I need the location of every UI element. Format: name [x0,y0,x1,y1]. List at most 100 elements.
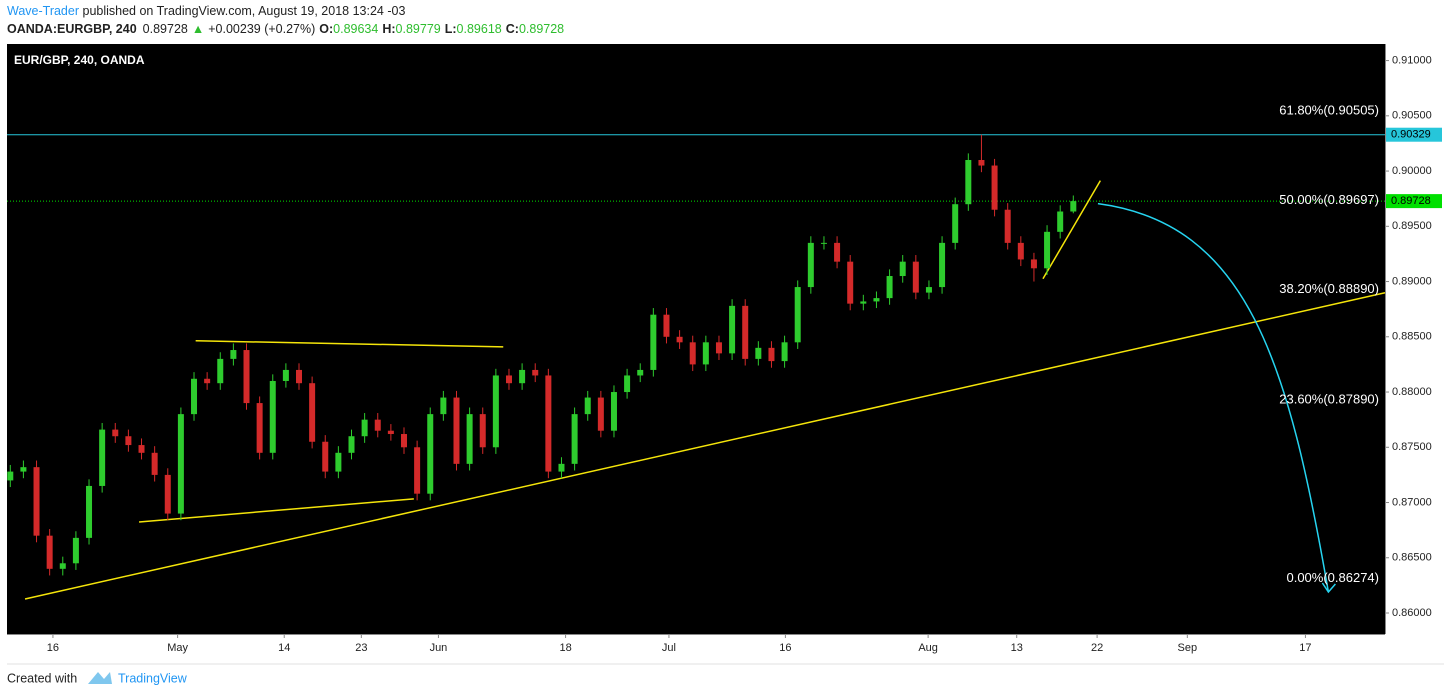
trendline [195,340,504,348]
candle-body [204,378,211,384]
o-label: O: [319,22,333,36]
candle-body [781,342,788,362]
candle-body [952,204,959,243]
x-tick-label: May [167,642,188,654]
candle-body [558,463,565,472]
candle-body [112,429,119,437]
candle-body [1070,201,1077,212]
header-line2: OANDA:EURGBP, 240 0.89728 ▲ +0.00239 (+0.27… [7,22,564,36]
h-label: H: [382,22,395,36]
candle-body [610,392,617,431]
change: +0.00239 (+0.27%) [208,22,315,36]
x-tick-label: 16 [47,642,59,654]
candle-body [243,350,250,404]
candle-body [663,314,670,337]
y-tick-label: 0.87000 [1392,496,1432,508]
y-tick-label: 0.91000 [1392,54,1432,66]
marks: 61.80%(0.90505) 50.00%(0.89697) 38.20%(0.8… [7,103,1386,600]
candle-body [755,347,762,359]
candle-body [138,445,145,453]
price-tag [1386,127,1442,142]
y-tick-label: 0.86500 [1392,552,1432,564]
chart-title: EUR/GBP, 240, OANDA [14,53,145,67]
y-tick-label: 0.86000 [1392,607,1432,619]
footer-brand[interactable]: TradingView [118,671,188,685]
candle-body [72,537,79,564]
price-tag-label: 0.90329 [1391,129,1431,141]
published: published on TradingView.com, August 19,… [79,4,405,18]
candle-body [637,369,644,376]
candle-body [466,414,473,464]
x-tick-label: 22 [1091,642,1103,654]
candle-body [742,305,749,359]
x-tick-label: Aug [918,642,938,654]
o: 0.89634 [333,22,378,36]
candle-body [715,342,722,354]
fib-label: 23.60%(0.87890) [1279,392,1379,407]
candle-body [676,336,683,343]
candle-body [256,403,263,453]
x-tick-label: 13 [1011,642,1023,654]
fib-label: 61.80%(0.90505) [1279,103,1379,118]
candle-body [532,369,539,376]
header-line1: Wave-Trader published on TradingView.com… [7,4,405,18]
trendline [1042,180,1102,280]
y-tick-label: 0.88500 [1392,331,1432,343]
trendline [24,291,1386,600]
candle-body [492,375,499,448]
x-tick-label: 14 [278,642,290,654]
fib-label: 50.00%(0.89697) [1279,192,1379,207]
l: 0.89618 [457,22,502,36]
candle-body [414,447,421,494]
l-label: L: [445,22,457,36]
candle-body [1004,209,1011,243]
candle-body [309,383,316,442]
candle-body [794,287,801,343]
c: 0.89728 [519,22,564,36]
candle-body [965,160,972,205]
candle-body [269,380,276,453]
x-tick-label: Sep [1178,642,1198,654]
candle-body [33,467,40,536]
candle-body [519,369,526,384]
candle-body [427,414,434,494]
projection-arrow [1097,202,1330,593]
candle-body [729,305,736,354]
candle-body [164,474,171,514]
candle-body [348,436,355,453]
candle-body [939,242,946,288]
candle-body [322,441,329,472]
symbol: OANDA:EURGBP, 240 [7,22,137,36]
candle-body [991,165,998,210]
candle-body [1030,259,1037,269]
candle-body [624,375,631,393]
candle-body [151,452,158,475]
plot-area [7,44,1385,634]
candle-body [177,414,184,514]
y-tick-label: 0.87500 [1392,441,1432,453]
x-tick-label: 17 [1299,642,1311,654]
candle-body [1017,242,1024,260]
candle-body [925,287,932,293]
fib-label: 0.00%(0.86274) [1286,570,1379,585]
h: 0.89779 [396,22,441,36]
candle-body [847,261,854,304]
tv-logo[interactable] [88,672,112,684]
candle-body [834,242,841,262]
arrow: ▲ [192,22,204,36]
y-tick-label: 0.89500 [1392,220,1432,232]
candle-body [1057,211,1064,232]
candle-body [99,429,106,486]
candle-body [584,397,591,415]
candle-body [886,276,893,299]
candle-body [361,419,368,437]
arrow-head [1321,582,1336,594]
candle-body [125,436,132,446]
x-tick-label: Jul [662,642,676,654]
y-tick-label: 0.89000 [1392,275,1432,287]
author[interactable]: Wave-Trader [7,4,79,18]
candle-body [571,414,578,464]
x-tick-label: Jun [430,642,448,654]
